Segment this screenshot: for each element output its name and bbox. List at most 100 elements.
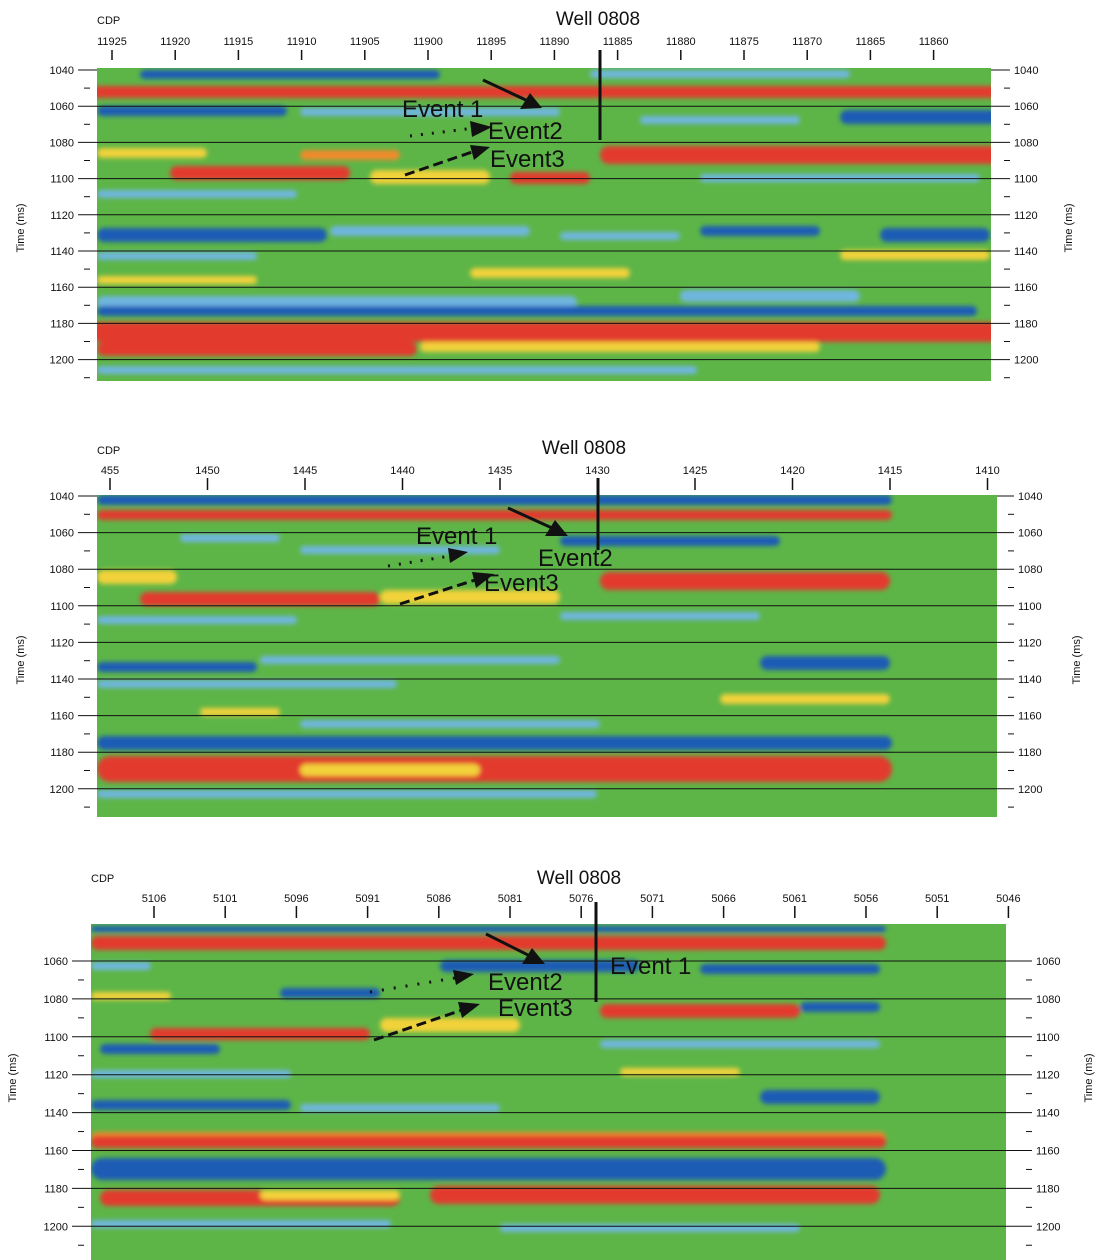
time-tick-label-right: 1100 (1014, 174, 1038, 186)
time-tick-label-left: 1060 (50, 101, 74, 113)
time-tick-label-left: 1120 (50, 210, 74, 222)
time-axis-title-left: Time (ms) (15, 203, 27, 252)
time-tick-label-left: 1040 (50, 491, 74, 503)
time-tick-label-left: 1060 (50, 528, 74, 540)
time-tick-label-right: 1180 (1014, 318, 1038, 330)
time-tick-labels: 1040 1040 1060 1060 1080 1080 1100 1100 1120 1120… (50, 65, 1038, 379)
time-tick-label-left: 1180 (44, 1183, 68, 1195)
event-3-label: Event3 (484, 570, 559, 597)
cdp-tick-label: 1440 (390, 465, 414, 477)
time-tick-label-left: 1160 (50, 711, 74, 723)
cdp-tick-label: 11895 (476, 36, 506, 48)
event-1-label: Event 1 (610, 953, 691, 980)
event-3-arrow (404, 150, 473, 177)
time-tick-labels: 1040 1040 1060 1060 1080 1080 1100 1100 1120 1120… (50, 491, 1042, 808)
cdp-tick-label: 5061 (783, 893, 807, 905)
time-gridlines (97, 105, 991, 361)
event-1-arrowhead (545, 520, 568, 536)
cdp-tick-label: 11915 (224, 36, 254, 48)
time-tick-label-right: 1080 (1018, 564, 1042, 576)
event-1-arrow (507, 506, 553, 530)
time-tick-label-left: 1160 (44, 1146, 68, 1158)
time-axis-title-left: Time (ms) (7, 1053, 19, 1102)
cdp-tick-label: 5071 (640, 893, 664, 905)
cdp-tick-label: 11925 (97, 36, 127, 48)
time-tick-label-right: 1140 (1036, 1108, 1060, 1120)
well-title: Well 0808 (537, 868, 621, 889)
cdp-tick-label: 11865 (856, 36, 886, 48)
cdp-tick-labels: 11925 11920 11915 11910 11905 11900 11895 11890… (97, 36, 948, 60)
event-annotations: Event 1 Event2 Event3 (387, 506, 613, 606)
cdp-tick-label: 5076 (569, 893, 593, 905)
event-3-arrowhead (470, 145, 490, 160)
time-gridlines (91, 960, 1015, 1227)
cdp-tick-labels: 5106 5101 5096 5091 5086 5081 5076 5071 5066 5061… (142, 893, 1021, 918)
cdp-tick-label: 1430 (585, 465, 609, 477)
event-1-arrowhead (522, 948, 545, 964)
time-tick-label-left: 1180 (50, 747, 74, 759)
event-1-arrow (485, 932, 531, 958)
cdp-label: CDP (97, 15, 120, 27)
time-tick-label-left: 1200 (50, 784, 74, 796)
time-tick-label-right: 1060 (1014, 101, 1038, 113)
cdp-tick-label: 1425 (683, 465, 707, 477)
event-annotations: Event 1 Event2 Event3 (369, 932, 691, 1042)
event-1-arrow (482, 78, 529, 103)
well-title: Well 0808 (556, 9, 640, 30)
time-tick-label-left: 1100 (44, 1032, 68, 1044)
time-tick-label-right: 1040 (1014, 65, 1038, 77)
event-3-arrow (399, 578, 476, 606)
event-3-label: Event3 (498, 995, 573, 1022)
time-tick-label-right: 1160 (1036, 1146, 1060, 1158)
event-2-arrowhead (470, 121, 492, 137)
time-tick-label-left: 1200 (50, 355, 74, 367)
cdp-tick-label: 11900 (413, 36, 443, 48)
event-2-arrowhead (453, 970, 474, 985)
cdp-label: CDP (97, 445, 120, 457)
time-tick-label-right: 1080 (1014, 137, 1038, 149)
time-tick-label-right: 1140 (1014, 246, 1038, 258)
time-tick-label-right: 1040 (1018, 491, 1042, 503)
cdp-tick-label: 5081 (498, 893, 522, 905)
time-axis-title-left: Time (ms) (15, 635, 27, 684)
cdp-tick-label: 11910 (287, 36, 317, 48)
time-tick-label-left: 1120 (44, 1070, 68, 1082)
time-tick-label-left: 1180 (50, 318, 74, 330)
time-tick-label-right: 1120 (1018, 637, 1042, 649)
panel-3-svg: CDP Well 0808 5106 5101 5096 5091 5086 5081 50… (7, 868, 1095, 1260)
seismic-section (97, 495, 997, 817)
time-tick-label-right: 1200 (1036, 1221, 1060, 1233)
event-3-label: Event3 (490, 146, 565, 173)
time-tick-label-left: 1140 (50, 246, 74, 258)
seismic-panel-1: CDP Well 0808 11925 11920 11915 11910 11905 1… (0, 0, 1097, 390)
event-2-label: Event2 (488, 118, 563, 145)
seismic-section (91, 924, 1006, 1260)
cdp-tick-label: 5056 (854, 893, 878, 905)
cdp-tick-label: 11890 (540, 36, 570, 48)
time-tick-label-right: 1120 (1014, 210, 1038, 222)
time-tick-label-right: 1180 (1036, 1183, 1060, 1195)
cdp-tick-label: 11920 (160, 36, 190, 48)
cdp-tick-label: 1450 (195, 465, 219, 477)
cdp-tick-label: 1420 (780, 465, 804, 477)
time-tick-label-right: 1080 (1036, 994, 1060, 1006)
time-axis-title-right: Time (ms) (1083, 1053, 1095, 1102)
time-gridlines (97, 532, 997, 790)
time-tick-labels: 1060 1060 1080 1080 1100 1100 1120 1120 1140 1140… (44, 956, 1060, 1246)
time-tick-label-right: 1180 (1018, 747, 1042, 759)
cdp-tick-label: 1410 (975, 465, 999, 477)
time-tick-label-right: 1160 (1018, 711, 1042, 723)
time-tick-label-left: 1080 (50, 137, 74, 149)
time-tick-label-left: 1080 (50, 564, 74, 576)
time-tick-label-right: 1160 (1014, 282, 1038, 294)
cdp-tick-label: 5051 (925, 893, 949, 905)
event-1-label: Event 1 (402, 96, 483, 123)
cdp-tick-label: 11875 (729, 36, 759, 48)
seismic-section (97, 68, 991, 381)
cdp-tick-label: 455 (101, 465, 119, 477)
cdp-tick-label: 5096 (284, 893, 308, 905)
cdp-tick-label: 1445 (293, 465, 317, 477)
cdp-tick-label: 5086 (427, 893, 451, 905)
event-3-arrowhead (472, 572, 494, 588)
time-tick-label-right: 1140 (1018, 674, 1042, 686)
